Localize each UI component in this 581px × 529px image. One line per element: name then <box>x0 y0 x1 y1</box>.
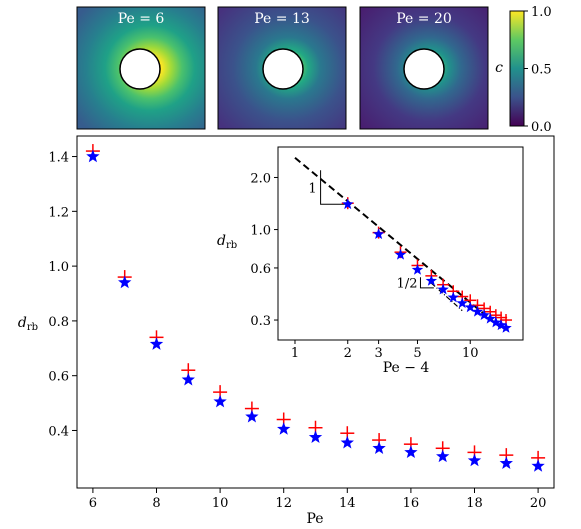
field-title-3: Pe = 20 <box>396 11 452 27</box>
data-point-star <box>86 149 100 163</box>
obstacle-circle <box>403 48 445 90</box>
data-point-star <box>411 263 424 275</box>
inset-x-tick-label: 5 <box>413 346 421 361</box>
data-point-star <box>118 275 132 289</box>
colorbar-tick-label: 1.0 <box>531 5 552 20</box>
field-panel-2: Pe = 13 <box>217 6 347 130</box>
data-point-star <box>464 301 476 313</box>
field-title-2: Pe = 13 <box>254 11 310 27</box>
data-point-star <box>490 316 502 328</box>
colorbar-tick-label: 0.0 <box>531 120 552 135</box>
inset-y-tick-label: 0.3 <box>250 314 271 329</box>
y-tick-label: 1.0 <box>48 260 69 275</box>
y-tick-label: 0.4 <box>48 424 69 439</box>
data-point-star <box>425 274 438 286</box>
inset-y-tick-label: 2.0 <box>250 171 271 186</box>
inset-x-tick-label: 2 <box>344 346 352 361</box>
data-point-star <box>499 456 513 470</box>
main-plot: 6 8 10 12 14 16 18 200.40.60.81.01.21.4 Pe drb <box>18 135 555 527</box>
data-point-star <box>181 372 195 386</box>
obstacle-circle <box>119 48 161 90</box>
colorbar: 1.0 0.5 0.0 c <box>495 5 552 135</box>
colorbar-tick-label: 0.5 <box>531 63 552 78</box>
obstacle-circle <box>262 48 304 90</box>
data-point-star <box>372 441 386 454</box>
data-point-star <box>342 198 354 210</box>
inset-plot: 1 2 3 5 10 0.3 0.6 1.0 2.0 1 1/2 Pe − 4 drb <box>217 146 524 376</box>
field-title-1: Pe = 6 <box>118 11 165 27</box>
x-tick-label: 10 <box>212 496 229 511</box>
y-tick-label: 0.8 <box>48 315 69 330</box>
data-point-star <box>500 321 512 333</box>
slope-label-1: 1 <box>308 181 316 196</box>
data-point-star <box>308 430 323 443</box>
colorbar-ticks: 1.0 0.5 0.0 <box>524 5 552 135</box>
data-point-star <box>436 449 450 463</box>
inset-y-tick-label: 1.0 <box>250 224 271 239</box>
slope-triangle-1 <box>320 170 348 205</box>
data-point-star <box>372 228 385 240</box>
inset-x-axis-label: Pe − 4 <box>383 360 430 376</box>
inset-y-tick-label: 0.6 <box>250 262 271 277</box>
x-tick-label: 18 <box>466 496 483 511</box>
slope-label-2: 1/2 <box>397 277 418 292</box>
main-plot-frame <box>76 135 555 489</box>
main-x-axis-label: Pe <box>306 511 323 527</box>
data-point-star <box>484 312 496 324</box>
field-panel-1: Pe = 6 <box>76 6 206 130</box>
data-point-star <box>467 453 482 467</box>
field-panel-3: Pe = 20 <box>359 6 489 130</box>
main-y-axis-label: drb <box>18 315 38 333</box>
data-point-star <box>447 291 459 303</box>
y-tick-label: 0.6 <box>48 370 69 385</box>
data-point-star <box>277 422 291 435</box>
inset-x-tick-label: 10 <box>462 346 479 361</box>
x-tick-label: 16 <box>403 496 420 511</box>
y-tick-label: 1.4 <box>48 151 69 166</box>
data-point-star <box>213 394 227 408</box>
inset-y-axis-label: drb <box>217 233 237 251</box>
data-point-star <box>531 459 545 472</box>
data-point-star <box>245 409 259 423</box>
data-point-star <box>340 435 354 449</box>
inset-x-tick-label: 1 <box>291 346 299 361</box>
y-tick-label: 1.2 <box>48 205 69 220</box>
data-point-star <box>437 283 449 295</box>
data-point-star <box>394 248 407 260</box>
data-point-star <box>456 297 468 309</box>
colorbar-label: c <box>495 60 503 76</box>
x-tick-label: 14 <box>339 496 356 511</box>
data-point-star <box>149 337 164 350</box>
x-tick-label: 20 <box>530 496 547 511</box>
data-point-star <box>471 305 484 317</box>
data-point-star <box>495 319 507 331</box>
x-tick-label: 12 <box>275 496 292 511</box>
data-point-star <box>404 445 418 459</box>
data-point-star <box>478 309 490 321</box>
fit-line-dashdot <box>430 282 463 312</box>
x-tick-label: 8 <box>152 496 160 511</box>
inset-x-tick-label: 3 <box>374 346 382 361</box>
x-tick-label: 6 <box>89 496 97 511</box>
slope-triangle-2 <box>419 277 434 289</box>
